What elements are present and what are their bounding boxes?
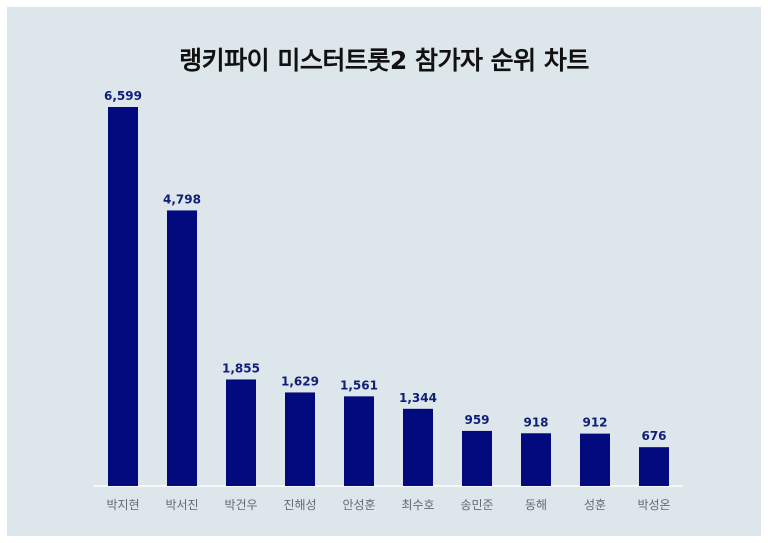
category-label: 동해 (525, 498, 547, 512)
bar-진해성 (285, 392, 315, 486)
category-label: 송민준 (460, 498, 493, 512)
category-label: 박건우 (224, 498, 257, 512)
value-label: 4,798 (163, 192, 201, 206)
value-label: 1,344 (399, 391, 437, 405)
bars-group (108, 107, 669, 486)
bar-박서진 (167, 210, 197, 486)
bar-박지현 (108, 107, 138, 486)
category-label: 진해성 (283, 498, 316, 512)
bar-박건우 (226, 379, 256, 486)
chart-title: 랭키파이 미스터트롯2 참가자 순위 차트 (179, 46, 589, 75)
category-label: 성훈 (584, 498, 606, 512)
bar-송민준 (462, 430, 492, 486)
bar-박성온 (639, 447, 669, 486)
category-label: 박성온 (637, 498, 670, 512)
value-label: 912 (582, 416, 607, 430)
category-label: 박서진 (165, 498, 198, 512)
category-label: 최수호 (401, 498, 434, 512)
bar-안성훈 (344, 396, 374, 486)
value-label: 918 (523, 415, 548, 429)
category-label: 박지현 (106, 498, 139, 512)
value-label: 959 (464, 413, 489, 427)
value-label: 1,561 (340, 378, 378, 392)
bar-최수호 (403, 408, 433, 486)
bar-성훈 (580, 433, 610, 486)
category-labels-group: 박지현 박서진 박건우 진해성 안성훈 최수호 송민준 동해 성훈 박성온 (106, 498, 670, 512)
value-label: 6,599 (104, 89, 142, 103)
value-label: 1,855 (222, 361, 260, 375)
value-label: 1,629 (281, 374, 319, 388)
value-label: 676 (641, 429, 666, 443)
bar-동해 (521, 433, 551, 486)
category-label: 안성훈 (342, 498, 375, 512)
value-labels-group: 6,599 4,798 1,855 1,629 1,561 1,344 959 918 912 6… (104, 89, 667, 443)
